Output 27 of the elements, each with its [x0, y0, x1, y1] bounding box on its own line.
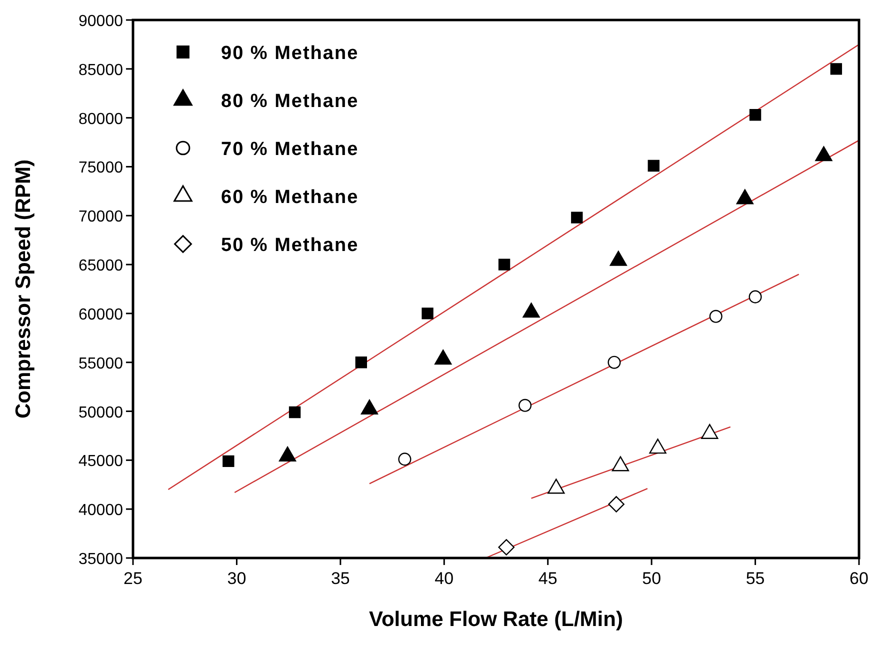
y-tick-label: 60000: [78, 306, 124, 324]
legend-label: 60 % Methane: [221, 187, 359, 208]
x-tick-label: 60: [850, 569, 868, 588]
x-tick-label: 40: [434, 569, 454, 588]
x-tick-label: 45: [538, 569, 558, 588]
x-tick-label: 55: [746, 569, 765, 588]
y-tick-label: 85000: [78, 62, 124, 79]
y-tick-label: 50000: [78, 404, 124, 422]
x-tick-label: 35: [330, 569, 350, 588]
y-tick-label: 55000: [78, 355, 124, 372]
y-tick-label: 35000: [78, 551, 124, 568]
x-axis-title: Volume Flow Rate (L/Min): [369, 608, 623, 631]
y-tick-label: 75000: [78, 160, 124, 177]
y-tick-label: 45000: [78, 453, 124, 470]
y-tick-label: 80000: [78, 110, 124, 128]
y-tick-label: 40000: [78, 502, 124, 520]
x-tick-label: 30: [227, 569, 246, 588]
legend-label: 90 % Methane: [221, 43, 359, 64]
legend-label: 50 % Methane: [221, 235, 359, 256]
x-tick-label: 50: [642, 569, 662, 588]
y-tick-label: 90000: [78, 13, 124, 30]
legend-label: 70 % Methane: [221, 139, 359, 160]
y-axis-title: Compressor Speed (RPM): [12, 159, 35, 419]
x-tick-label: 25: [124, 569, 142, 588]
y-tick-label: 65000: [78, 258, 124, 275]
legend-label: 80 % Methane: [221, 91, 359, 112]
y-tick-label: 70000: [78, 208, 124, 226]
